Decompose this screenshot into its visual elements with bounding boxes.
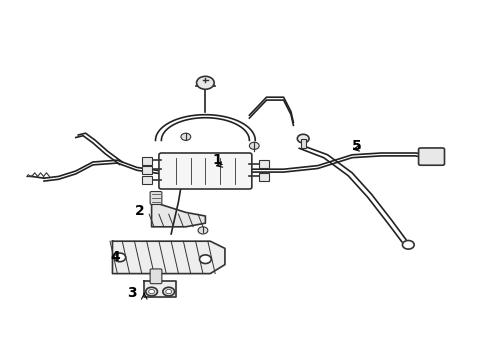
FancyBboxPatch shape [159,153,251,189]
Circle shape [181,133,190,140]
FancyBboxPatch shape [300,139,305,148]
Circle shape [249,142,259,149]
Circle shape [402,240,413,249]
Circle shape [297,134,308,143]
Text: 1: 1 [212,153,222,167]
FancyBboxPatch shape [259,173,268,181]
Polygon shape [112,241,224,274]
FancyBboxPatch shape [418,148,444,165]
Text: 3: 3 [127,287,137,300]
Text: 2: 2 [134,204,144,217]
FancyBboxPatch shape [142,157,151,165]
Circle shape [114,253,125,262]
Polygon shape [151,202,205,227]
Circle shape [199,255,211,264]
FancyBboxPatch shape [150,192,162,204]
Circle shape [163,287,174,296]
Circle shape [196,76,214,89]
FancyBboxPatch shape [150,269,162,284]
FancyBboxPatch shape [259,160,268,168]
Text: 4: 4 [110,251,120,264]
Circle shape [165,289,171,294]
Circle shape [198,227,207,234]
Polygon shape [144,281,176,297]
FancyBboxPatch shape [142,166,151,174]
Text: 5: 5 [351,139,361,153]
FancyBboxPatch shape [142,176,151,184]
Circle shape [145,287,157,296]
Circle shape [148,289,154,294]
